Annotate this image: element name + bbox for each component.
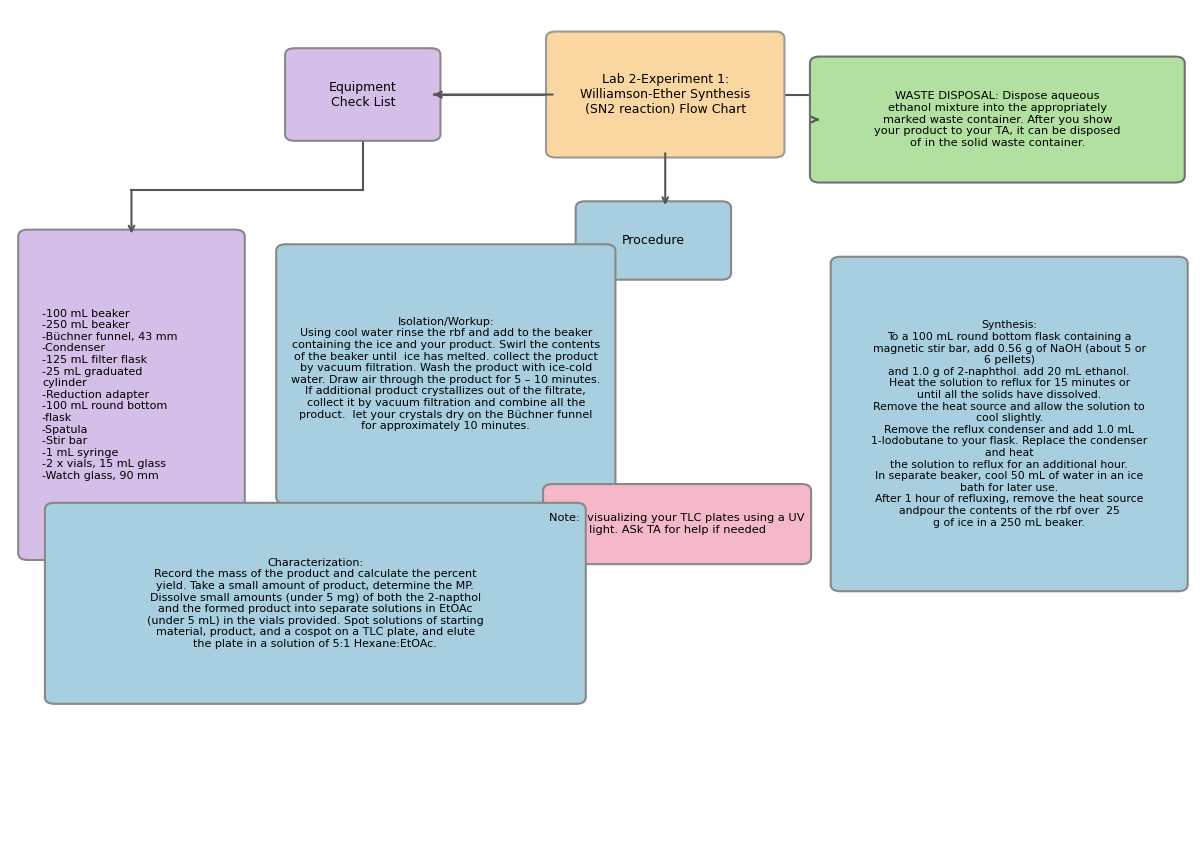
Text: Synthesis:
To a 100 mL round bottom flask containing a
magnetic stir bar, add 0.: Synthesis: To a 100 mL round bottom flas… [871,321,1147,527]
FancyBboxPatch shape [286,48,440,141]
FancyBboxPatch shape [810,57,1184,182]
FancyBboxPatch shape [544,484,811,564]
FancyBboxPatch shape [830,257,1188,591]
FancyBboxPatch shape [44,503,586,704]
Text: Procedure: Procedure [622,234,685,247]
Text: Equipment
Check List: Equipment Check List [329,81,397,109]
Text: Characterization:
Record the mass of the product and calculate the percent
yield: Characterization: Record the mass of the… [146,558,484,649]
FancyBboxPatch shape [576,201,731,280]
FancyBboxPatch shape [18,230,245,560]
Text: Lab 2-Experiment 1:
Williamson-Ether Synthesis
(SN2 reaction) Flow Chart: Lab 2-Experiment 1: Williamson-Ether Syn… [580,73,750,116]
Text: Note:  visualizing your TLC plates using a UV
light. ASk TA for help if needed: Note: visualizing your TLC plates using … [550,513,805,535]
FancyBboxPatch shape [546,31,785,158]
FancyBboxPatch shape [276,244,616,504]
Text: -100 mL beaker
-250 mL beaker
-Büchner funnel, 43 mm
-Condenser
-125 mL filter f: -100 mL beaker -250 mL beaker -Büchner f… [42,309,178,481]
Text: WASTE DISPOSAL: Dispose aqueous
ethanol mixture into the appropriately
marked wa: WASTE DISPOSAL: Dispose aqueous ethanol … [874,92,1121,148]
Text: Isolation/Workup:
Using cool water rinse the rbf and add to the beaker
containin: Isolation/Workup: Using cool water rinse… [292,317,600,431]
